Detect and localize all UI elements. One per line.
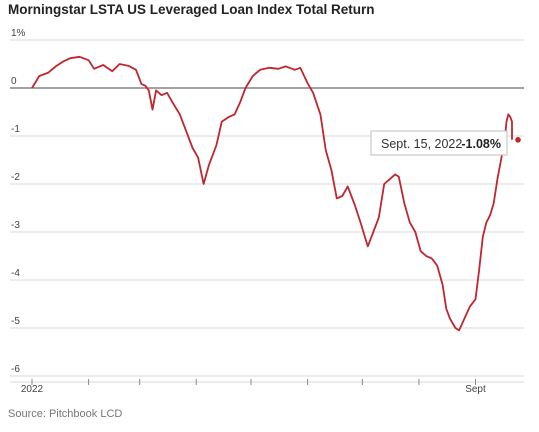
chart-title: Morningstar LSTA US Leveraged Loan Index… [8, 2, 375, 17]
series-layer [31, 55, 513, 332]
gridlines [10, 39, 524, 377]
y-tick-label: -5 [11, 316, 20, 327]
x-axis: 2022 Sept [10, 379, 524, 395]
tooltip-box [370, 130, 508, 156]
y-tick-label: 1% [11, 28, 26, 39]
y-tick-label: 0 [11, 76, 17, 87]
value-tooltip: Sept. 15, 2022 -1.08% [370, 130, 521, 156]
current-value-dot [515, 137, 521, 143]
chart-source: Source: Pitchbook LCD [8, 408, 123, 420]
tooltip-date: Sept. 15, 2022 [381, 137, 462, 151]
x-tick-label: 2022 [21, 384, 44, 395]
x-tick-label: Sept [465, 384, 486, 395]
y-tick-label: -4 [11, 268, 20, 279]
y-tick-label: -2 [11, 172, 20, 183]
y-axis-ticks: 1% 0 -1 -2 -3 -4 -5 -6 [11, 28, 26, 375]
series-line [31, 55, 513, 332]
y-tick-label: -1 [11, 124, 20, 135]
tooltip-value: -1.08% [461, 137, 501, 151]
y-tick-label: -3 [11, 220, 20, 231]
y-tick-label: -6 [11, 364, 20, 375]
